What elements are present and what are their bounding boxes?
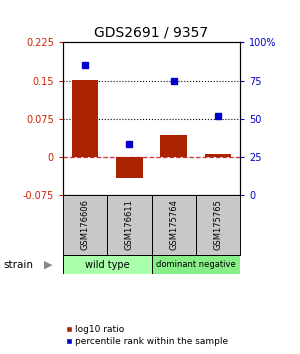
Bar bbox=[160, 135, 187, 156]
Text: strain: strain bbox=[3, 259, 33, 270]
Legend: log10 ratio, percentile rank within the sample: log10 ratio, percentile rank within the … bbox=[61, 321, 232, 349]
Bar bbox=[63, 195, 107, 255]
Bar bbox=[63, 255, 152, 274]
Bar bbox=[152, 255, 240, 274]
Bar bbox=[205, 154, 231, 156]
Text: GSM175765: GSM175765 bbox=[213, 199, 222, 250]
Text: GSM176611: GSM176611 bbox=[125, 199, 134, 250]
Text: GSM176606: GSM176606 bbox=[81, 199, 90, 250]
Text: wild type: wild type bbox=[85, 259, 130, 270]
Bar bbox=[196, 195, 240, 255]
Bar bbox=[72, 80, 98, 156]
Title: GDS2691 / 9357: GDS2691 / 9357 bbox=[94, 26, 208, 40]
Text: GSM175764: GSM175764 bbox=[169, 199, 178, 250]
Text: ▶: ▶ bbox=[44, 259, 52, 270]
Bar bbox=[116, 156, 143, 178]
Text: dominant negative: dominant negative bbox=[156, 260, 236, 269]
Bar bbox=[152, 195, 196, 255]
Bar bbox=[107, 195, 152, 255]
